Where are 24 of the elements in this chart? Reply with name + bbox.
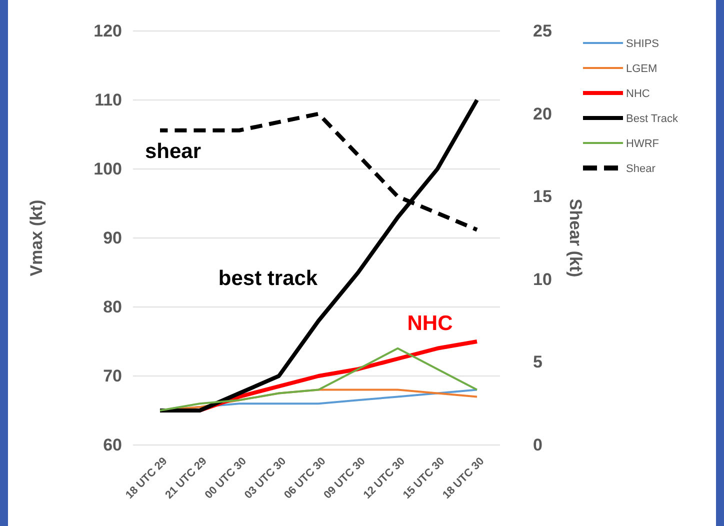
y2-tick-label: 25 bbox=[533, 21, 552, 40]
legend-label: Shear bbox=[626, 163, 656, 175]
y-tick-label: 60 bbox=[103, 435, 122, 454]
legend-label: SHIPS bbox=[626, 38, 660, 50]
y-tick-label: 80 bbox=[103, 297, 122, 316]
y-tick-label: 70 bbox=[103, 366, 122, 386]
annotation: best track bbox=[218, 267, 318, 290]
legend-label: LGEM bbox=[626, 63, 658, 75]
y-tick-label: 120 bbox=[94, 21, 122, 40]
annotation: NHC bbox=[407, 312, 453, 335]
y2-tick-label: 0 bbox=[533, 435, 542, 454]
legend-label: NHC bbox=[626, 88, 650, 100]
y-tick-label: 90 bbox=[103, 228, 122, 248]
legend-label: HWRF bbox=[626, 138, 660, 150]
y-tick-label: 110 bbox=[94, 90, 122, 110]
annotation: shear bbox=[145, 140, 202, 163]
legend-label: Best Track bbox=[626, 113, 678, 125]
y-axis-title: Vmax (kt) bbox=[27, 200, 46, 276]
y2-tick-label: 15 bbox=[533, 187, 552, 206]
y2-tick-label: 5 bbox=[533, 352, 542, 372]
y2-tick-label: 10 bbox=[533, 270, 552, 289]
y2-tick-label: 20 bbox=[533, 104, 552, 124]
y2-axis-title: Shear (kt) bbox=[566, 198, 585, 278]
y-tick-label: 100 bbox=[94, 159, 122, 178]
